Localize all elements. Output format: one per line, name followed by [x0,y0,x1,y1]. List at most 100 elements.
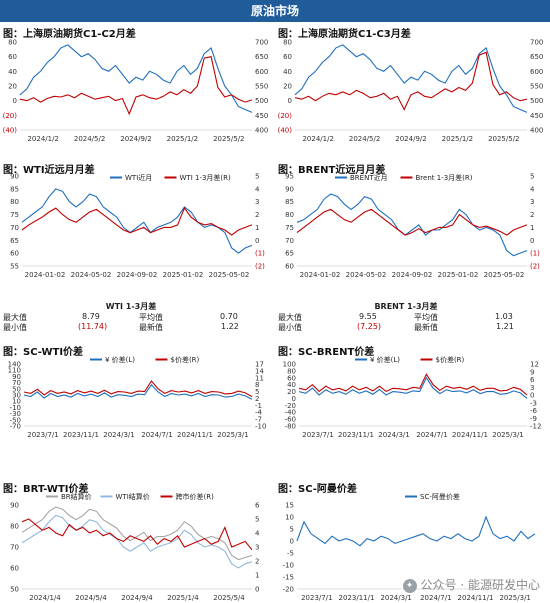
legend-label: ¥ 价差(L) [370,355,400,364]
x-tick-label: 2024/3/1 [378,431,409,439]
x-tick-label: 2023/7/1 [302,431,333,439]
y-left-tick-label: (40) [278,127,293,135]
y-right-tick-label: 650 [255,53,268,61]
x-tick-label: 2024-09-02 [392,271,433,279]
panel-title-p5: 图：SC-WTI价差 [3,347,84,358]
stats-latest-value-wti: 1.22 [221,322,239,331]
x-tick-label: 2025-05-02 [209,271,250,279]
chart-p1: 80 60 40 20 0 (20) (40) 700 650 600 550 500 450 400 20… [3,39,269,144]
y-left-tick-label: 0 [292,395,296,403]
x-tick-label: 2024/5/2 [349,135,380,143]
x-tick-label: 2024/1/2 [302,135,333,143]
series-line-2 [23,380,253,398]
y-left-tick-label: 60 [10,250,19,258]
x-tick-label: 2024/5/2 [74,135,105,143]
y-right-tick-label: 4 [530,185,535,193]
y-left-tick-label: 65 [285,250,294,258]
y-right-tick-label: 0 [255,586,259,594]
stats-avg-value-brent: 1.03 [495,312,513,321]
y-left-tick-label: 20 [283,83,292,91]
panel-title-p8: 图：SC-阿曼价差 [278,484,357,495]
chart-p5: 1401109070503010-10-30-50-70171411852-1-… [8,355,267,439]
y-right-tick-label: 8 [255,381,259,389]
series-line-1 [21,506,253,561]
y-left-tick-label: 65 [10,237,19,245]
x-tick-label: 2023/11/1 [339,594,375,602]
legend-label: BRENT近月 [350,173,388,182]
y-left-tick-label: 70 [10,544,19,552]
y-right-tick-label: -7 [255,416,262,424]
stats-min-label-wti: 最小值 [3,323,27,332]
x-tick-label: 2025/5/2 [213,135,244,143]
x-tick-label: 2024/11/1 [458,594,494,602]
x-tick-label: 2024/9/4 [121,594,153,602]
y-left-tick-label: 140 [8,361,21,369]
chart-p4: 95 90 85 80 75 70 65 60 5 4 3 2 1 0 (1) (2) 2024-01-02 20… [285,173,540,280]
y-left-tick-label: 75 [10,211,19,219]
y-left-tick-label: 80 [283,39,292,47]
y-left-tick-label: -10 [10,404,21,412]
x-tick-label: 2025/3/1 [217,431,248,439]
y-left-tick-label: 0 [288,97,292,105]
series-line-1 [296,515,536,547]
x-tick-label: 2024/9/2 [120,135,151,143]
y-right-tick-label: 9 [530,368,534,376]
legend-label: SC-阿曼价差 [420,492,460,501]
series-line-2 [294,51,528,111]
y-right-tick-label: 5 [255,516,259,524]
x-tick-label: 2025-01-02 [438,271,479,279]
y-right-tick-label: 500 [530,97,543,105]
series-line-1 [298,376,528,399]
x-tick-label: 2024-09-02 [117,271,158,279]
y-right-tick-label: -4 [255,409,263,417]
y-right-tick-label: 17 [255,361,264,369]
y-left-tick-label: 50 [12,385,21,393]
y-left-tick-label: 10 [12,398,21,406]
y-left-tick-label: 15 [285,502,294,510]
x-tick-label: 2025/5/4 [213,594,245,602]
stats-max-value-wti: 8.79 [82,312,100,321]
y-right-tick-label: -6 [530,407,538,415]
x-tick-label: 2024/1/4 [29,594,61,602]
y-right-tick-label: 0 [530,237,534,245]
legend-label: 跨市价差(R) [176,492,215,501]
y-left-tick-label: 20 [287,388,296,396]
series-line-2 [19,56,253,116]
y-left-tick-label: 95 [285,173,294,181]
x-tick-label: 2024/1/2 [27,135,58,143]
y-right-tick-label: 5 [255,173,259,181]
chart-p6: 100806040200-20-40-60-80129630-3-6-9-122… [283,355,542,439]
y-right-tick-label: (1) [255,250,265,258]
y-right-tick-label: 11 [255,374,264,382]
series-line-1 [23,383,253,400]
y-right-tick-label: -1 [255,402,262,410]
x-tick-label: 2025/1/2 [167,135,198,143]
series-line-2 [21,514,253,569]
panel-title-p2: 图：上海原油期货C1-C3月差 [278,29,411,40]
stats-table-wti: WTI 1-3月差 最大值 8.79 平均值 0.70 最小值 (11.74) … [0,300,270,334]
y-left-tick-label: -20 [285,402,296,410]
y-left-tick-label: 110 [8,367,21,375]
y-left-tick-label: 55 [10,263,19,271]
y-right-tick-label: 4 [255,530,260,538]
y-left-tick-label: 70 [10,224,19,232]
series-line-3 [21,518,253,551]
y-right-tick-label: 2 [255,558,259,566]
legend-label: $价差(R) [436,355,465,364]
y-right-tick-label: 2 [530,211,534,219]
y-left-tick-label: (20) [278,112,293,120]
y-left-tick-label: 75 [285,224,294,232]
y-left-tick-label: (40) [3,127,18,135]
y-left-tick-label: -80 [285,423,296,431]
stats-header-wti: WTI 1-3月差 [105,302,157,311]
series-line-2 [298,373,528,396]
legend-label: Brent 1-3月差(R) [416,173,473,182]
x-tick-label: 2024/7/1 [420,594,451,602]
y-right-tick-label: 1 [255,224,259,232]
y-right-tick-label: 650 [530,53,543,61]
x-tick-label: 2025/1/2 [442,135,473,143]
stats-min-label-brent: 最小值 [278,323,302,332]
y-right-tick-label: 6 [255,502,260,510]
y-left-tick-label: 80 [287,367,296,375]
